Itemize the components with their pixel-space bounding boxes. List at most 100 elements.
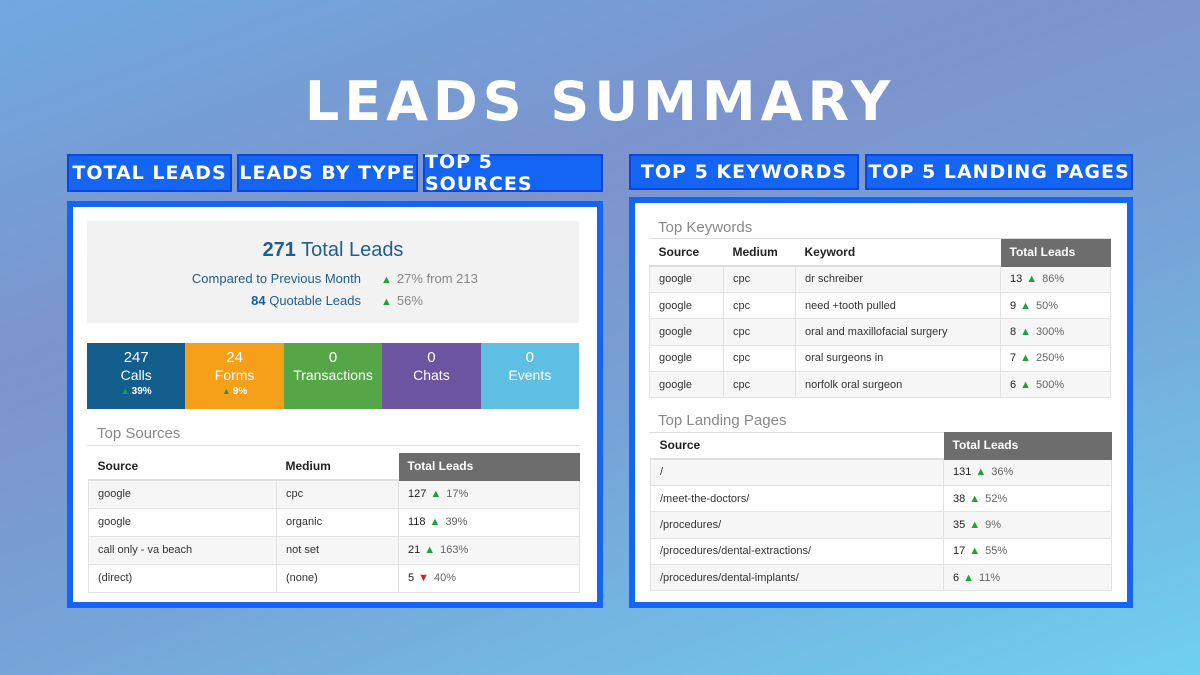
source-cell: google bbox=[649, 345, 724, 373]
column-header[interactable]: Source bbox=[88, 453, 277, 481]
total-leads-label: Total Leads bbox=[301, 239, 404, 261]
lead-count: 7 bbox=[1010, 352, 1017, 365]
change-percent: 17% bbox=[446, 488, 469, 501]
table-row[interactable]: /procedures/dental-extractions/17 ▲ 55% bbox=[650, 538, 1112, 566]
lead-type-forms[interactable]: 24 Forms ▲ 9% bbox=[185, 343, 284, 409]
chevron-up-icon: ▲ bbox=[429, 516, 441, 528]
column-header[interactable]: Medium bbox=[276, 453, 399, 481]
lead-count: 8 bbox=[1010, 325, 1017, 338]
table-row[interactable]: google cpc norfolk oral surgeon 6 ▲ 500% bbox=[649, 371, 1111, 399]
total-leads-cell: 7 ▲ 250% bbox=[1000, 345, 1111, 373]
total-leads-cell: 8 ▲ 300% bbox=[1000, 318, 1111, 346]
lead-type-calls[interactable]: 247 Calls ▲ 39% bbox=[87, 343, 186, 409]
chevron-up-icon: ▲ bbox=[381, 296, 392, 308]
top-sources-title: Top Sources bbox=[97, 425, 181, 442]
total-leads-cell: 131 ▲ 36% bbox=[943, 459, 1112, 486]
lead-type-tiles: 247 Calls ▲ 39% 24 Forms ▲ 9% 0 Transactio… bbox=[87, 343, 580, 409]
lead-type-change: ▲ 9% bbox=[185, 384, 283, 399]
lead-type-label: Events bbox=[508, 367, 552, 383]
tab-total-leads[interactable]: TOTAL LEADS bbox=[67, 154, 232, 192]
source-cell: /procedures/dental-extractions/ bbox=[650, 538, 944, 566]
column-header[interactable]: Source bbox=[649, 239, 724, 267]
compared-change: ▲ 27% from 213 bbox=[381, 271, 478, 286]
total-leads-cell: 13 ▲ 86% bbox=[1000, 266, 1111, 293]
table-row[interactable]: google cpc need +tooth pulled 9 ▲ 50% bbox=[649, 292, 1111, 320]
medium-cell: cpc bbox=[723, 266, 796, 293]
tab-label: TOP 5 SOURCES bbox=[425, 151, 533, 195]
lead-type-change: ▲ 39% bbox=[87, 384, 185, 399]
quotable-change-group: ▲ 56% bbox=[381, 293, 423, 308]
table-row[interactable]: google cpc dr schreiber 13 ▲ 86% bbox=[649, 266, 1111, 293]
chevron-up-icon: ▲ bbox=[969, 545, 981, 558]
medium-cell: organic bbox=[276, 508, 399, 537]
lead-count: 21 bbox=[408, 544, 421, 556]
tab-top-5-sources[interactable]: TOP 5 SOURCES bbox=[423, 151, 603, 195]
table-row[interactable]: /procedures/dental-implants/6 ▲ 11% bbox=[650, 564, 1112, 592]
table-row[interactable]: /procedures/35 ▲ 9% bbox=[650, 511, 1112, 539]
lead-type-value: 0 bbox=[427, 349, 436, 366]
medium-cell: cpc bbox=[723, 292, 796, 320]
source-cell: /meet-the-doctors/ bbox=[650, 485, 944, 513]
lead-type-chats[interactable]: 0 Chats bbox=[382, 343, 481, 409]
tab-leads-by-type[interactable]: LEADS BY TYPE bbox=[237, 154, 418, 192]
column-header[interactable]: Medium bbox=[723, 239, 796, 267]
lead-type-value: 247 bbox=[123, 349, 149, 366]
column-header[interactable]: Total Leads bbox=[1000, 239, 1111, 267]
tab-top-5-keywords[interactable]: TOP 5 KEYWORDS bbox=[629, 154, 859, 190]
change-percent: 163% bbox=[440, 544, 469, 556]
lead-type-change-value: 39% bbox=[131, 386, 152, 397]
table-row[interactable]: google cpc 127 ▲ 17% bbox=[88, 480, 580, 509]
chevron-up-icon: ▲ bbox=[969, 518, 981, 531]
lead-count: 131 bbox=[953, 466, 972, 479]
change-percent: 36% bbox=[991, 466, 1014, 479]
chevron-up-icon: ▲ bbox=[1020, 325, 1032, 338]
lead-type-label: Chats bbox=[413, 367, 450, 383]
column-header[interactable]: Source bbox=[650, 432, 944, 460]
lead-count: 118 bbox=[408, 516, 426, 528]
change-percent: 300% bbox=[1036, 325, 1065, 338]
keyword-cell: norfolk oral surgeon bbox=[795, 371, 1001, 399]
total-leads-cell: 6 ▲ 11% bbox=[943, 564, 1112, 592]
table-row[interactable]: google cpc oral surgeons in 7 ▲ 250% bbox=[649, 345, 1111, 373]
table-row[interactable]: (direct) (none) 5 ▼ 40% bbox=[88, 564, 580, 593]
lead-count: 9 bbox=[1010, 299, 1017, 312]
lead-type-transactions[interactable]: 0 Transactions bbox=[283, 343, 383, 409]
medium-cell: not set bbox=[276, 536, 399, 565]
change-percent: 11% bbox=[979, 571, 1001, 584]
tab-label: LEADS BY TYPE bbox=[239, 162, 416, 184]
change-percent: 52% bbox=[985, 492, 1008, 505]
lead-type-events[interactable]: 0 Events bbox=[480, 343, 580, 409]
keyword-cell: oral and maxillofacial surgery bbox=[795, 318, 1001, 346]
total-leads-summary: 271 Total Leads Compared to Previous Mon… bbox=[87, 221, 579, 323]
chevron-up-icon: ▲ bbox=[424, 544, 436, 556]
source-cell: google bbox=[649, 266, 724, 293]
lead-count: 38 bbox=[953, 492, 966, 505]
compared-label: Compared to Previous Month bbox=[191, 271, 361, 286]
chevron-up-icon: ▲ bbox=[1020, 378, 1032, 391]
table-row[interactable]: call only - va beach not set 21 ▲ 163% bbox=[88, 536, 580, 565]
keyword-cell: dr schreiber bbox=[795, 266, 1001, 293]
total-leads-cell: 127 ▲ 17% bbox=[398, 480, 580, 509]
lead-type-label: Calls bbox=[120, 367, 152, 383]
source-cell: call only - va beach bbox=[88, 536, 277, 565]
column-header[interactable]: Keyword bbox=[795, 239, 1001, 267]
table-row[interactable]: / 131 ▲ 36% bbox=[650, 459, 1112, 486]
source-cell: /procedures/dental-implants/ bbox=[650, 564, 944, 592]
chevron-down-icon: ▼ bbox=[418, 572, 430, 584]
column-header[interactable]: Total Leads bbox=[398, 453, 580, 481]
quotable-label-group: 84 Quotable Leads bbox=[251, 293, 361, 308]
tab-top-5-landing-pages[interactable]: TOP 5 LANDING PAGES bbox=[865, 154, 1133, 190]
total-leads-cell: 35 ▲ 9% bbox=[943, 511, 1112, 539]
source-cell: google bbox=[88, 508, 277, 537]
top-landing-pages-title: Top Landing Pages bbox=[658, 412, 787, 429]
table-row[interactable]: /meet-the-doctors/38 ▲ 52% bbox=[650, 485, 1112, 513]
table-row[interactable]: google organic 118 ▲ 39% bbox=[88, 508, 580, 537]
column-header[interactable]: Total Leads bbox=[943, 432, 1112, 460]
compared-value: 27% from 213 bbox=[396, 271, 478, 286]
table-row[interactable]: google cpc oral and maxillofacial surgery 8… bbox=[649, 318, 1111, 346]
keyword-cell: need +tooth pulled bbox=[795, 292, 1001, 320]
change-percent: 500% bbox=[1036, 378, 1065, 391]
lead-count: 127 bbox=[408, 488, 427, 501]
quotable-value: 84 bbox=[251, 293, 266, 308]
chevron-up-icon: ▲ bbox=[221, 386, 231, 396]
